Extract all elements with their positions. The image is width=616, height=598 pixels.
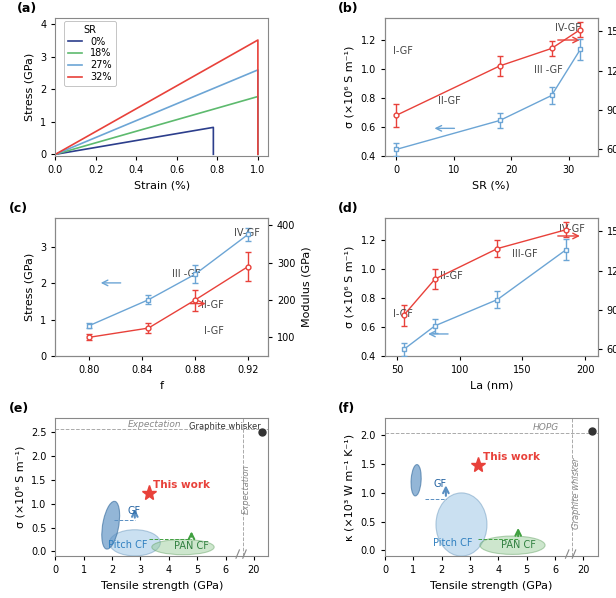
18% bbox=[254, 93, 262, 100]
Text: Graphite whisker: Graphite whisker bbox=[189, 422, 261, 431]
Text: IV-GF: IV-GF bbox=[555, 23, 581, 33]
X-axis label: La (nm): La (nm) bbox=[469, 380, 513, 390]
18% bbox=[254, 151, 262, 158]
X-axis label: Tensile strength (GPa): Tensile strength (GPa) bbox=[430, 581, 553, 591]
18% bbox=[52, 151, 59, 158]
Line: 27%: 27% bbox=[55, 70, 258, 154]
Text: II-GF: II-GF bbox=[201, 300, 224, 310]
Text: III -GF: III -GF bbox=[533, 65, 562, 75]
Text: Graphite whisker: Graphite whisker bbox=[572, 457, 581, 529]
Text: (e): (e) bbox=[9, 402, 29, 416]
Text: (a): (a) bbox=[17, 2, 38, 15]
Y-axis label: κ (×10³ W m⁻¹ K⁻¹): κ (×10³ W m⁻¹ K⁻¹) bbox=[345, 434, 355, 541]
Text: I-GF: I-GF bbox=[203, 326, 224, 336]
Text: PAN CF: PAN CF bbox=[174, 541, 209, 551]
Text: (b): (b) bbox=[338, 2, 359, 15]
Text: IV-GF: IV-GF bbox=[234, 228, 260, 238]
X-axis label: Tensile strength (GPa): Tensile strength (GPa) bbox=[100, 581, 223, 591]
Text: Pitch CF: Pitch CF bbox=[108, 540, 147, 550]
Text: II-GF: II-GF bbox=[438, 96, 461, 105]
Text: I-GF: I-GF bbox=[394, 46, 413, 56]
Y-axis label: Modulus (GPa): Modulus (GPa) bbox=[301, 247, 311, 327]
32% bbox=[254, 151, 262, 158]
X-axis label: f: f bbox=[160, 380, 164, 390]
Ellipse shape bbox=[109, 530, 160, 556]
27% bbox=[254, 66, 262, 74]
Text: PAN CF: PAN CF bbox=[501, 539, 536, 550]
Y-axis label: Stress (GPa): Stress (GPa) bbox=[25, 53, 34, 121]
Text: This work: This work bbox=[153, 480, 210, 490]
Y-axis label: σ (×10⁶ S m⁻¹): σ (×10⁶ S m⁻¹) bbox=[15, 446, 25, 528]
Text: III -GF: III -GF bbox=[172, 269, 201, 279]
27% bbox=[52, 151, 59, 158]
32% bbox=[52, 151, 59, 158]
Y-axis label: Stress (GPa): Stress (GPa) bbox=[25, 253, 34, 321]
Y-axis label: σ (×10⁶ S m⁻¹): σ (×10⁶ S m⁻¹) bbox=[345, 246, 355, 328]
Text: III-GF: III-GF bbox=[513, 249, 538, 259]
Ellipse shape bbox=[480, 536, 545, 554]
Text: GF: GF bbox=[128, 507, 141, 516]
Line: 18%: 18% bbox=[55, 96, 258, 154]
Ellipse shape bbox=[411, 465, 421, 496]
0% bbox=[209, 124, 217, 131]
Ellipse shape bbox=[152, 539, 214, 555]
Ellipse shape bbox=[102, 501, 120, 549]
Text: II-GF: II-GF bbox=[440, 271, 463, 280]
27% bbox=[254, 151, 262, 158]
Legend: 0%, 18%, 27%, 32%: 0%, 18%, 27%, 32% bbox=[64, 21, 116, 86]
Line: 32%: 32% bbox=[55, 40, 258, 154]
X-axis label: Strain (%): Strain (%) bbox=[134, 181, 190, 191]
Text: Expectation: Expectation bbox=[242, 465, 251, 514]
Text: (f): (f) bbox=[338, 402, 355, 416]
Ellipse shape bbox=[436, 493, 487, 556]
Text: I-GF: I-GF bbox=[394, 309, 413, 319]
Text: (c): (c) bbox=[9, 202, 28, 215]
32% bbox=[254, 36, 262, 44]
Text: Expectation: Expectation bbox=[128, 420, 182, 429]
Y-axis label: σ (×10⁶ S m⁻¹): σ (×10⁶ S m⁻¹) bbox=[345, 46, 355, 128]
Text: (d): (d) bbox=[338, 202, 359, 215]
Text: HOPG: HOPG bbox=[532, 423, 559, 432]
Text: Pitch CF: Pitch CF bbox=[433, 538, 472, 548]
0% bbox=[52, 151, 59, 158]
Text: IV-GF: IV-GF bbox=[559, 224, 585, 234]
Line: 0%: 0% bbox=[55, 127, 213, 154]
X-axis label: SR (%): SR (%) bbox=[472, 181, 510, 191]
Text: GF: GF bbox=[433, 479, 446, 489]
0% bbox=[209, 151, 217, 158]
Text: This work: This work bbox=[483, 451, 540, 462]
